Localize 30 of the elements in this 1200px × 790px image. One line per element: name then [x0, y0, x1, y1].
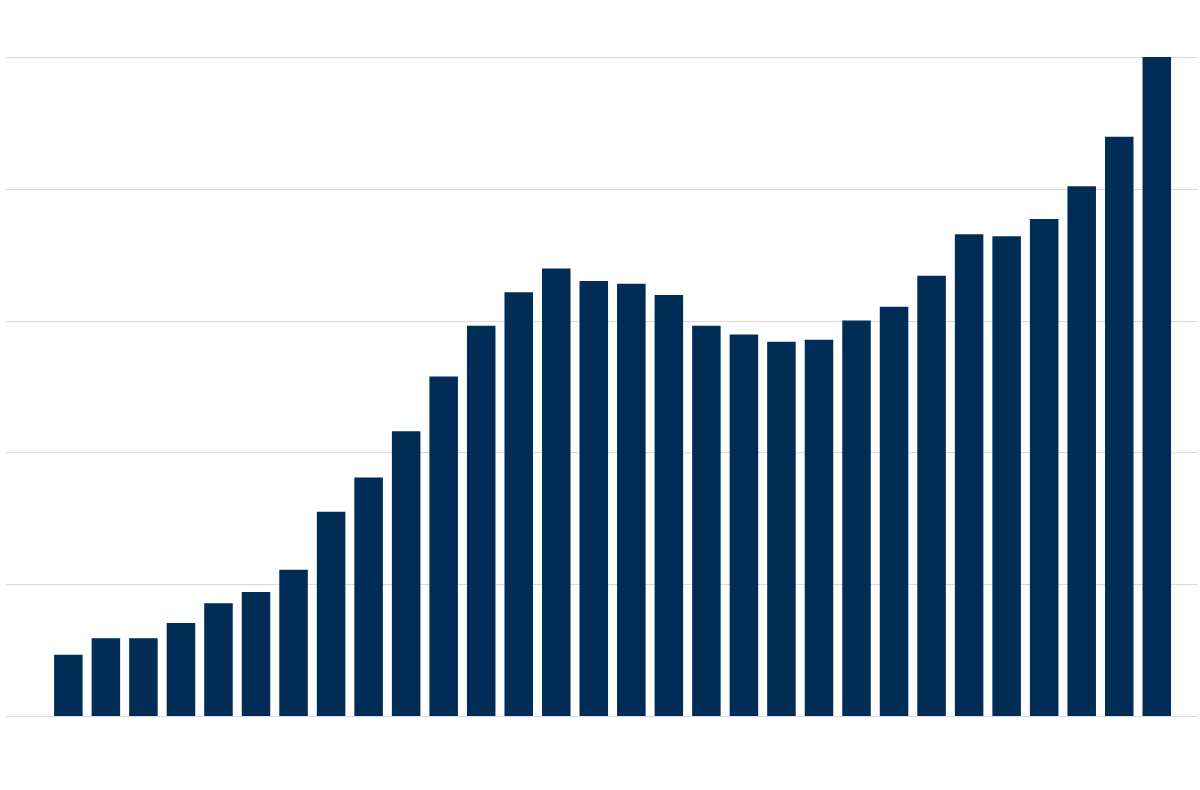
bar	[654, 294, 684, 716]
bar	[129, 638, 158, 716]
bar	[804, 339, 834, 716]
bar	[954, 234, 984, 716]
bar	[992, 236, 1021, 716]
bar	[579, 281, 609, 716]
bar	[279, 569, 308, 716]
bar	[1029, 219, 1059, 716]
bar	[617, 283, 646, 716]
bar	[466, 325, 496, 716]
bar	[542, 268, 571, 716]
bar	[879, 306, 909, 716]
bar	[54, 654, 83, 716]
bar	[91, 638, 121, 716]
bar	[729, 334, 759, 716]
bar	[429, 376, 458, 716]
bar	[692, 325, 721, 716]
bar	[354, 477, 383, 716]
bar	[842, 320, 871, 716]
bar	[166, 623, 196, 716]
bar	[391, 431, 421, 716]
bar	[316, 511, 346, 716]
bar	[1142, 57, 1172, 716]
bar	[1067, 186, 1096, 716]
bar	[1104, 136, 1134, 716]
bar	[767, 341, 796, 716]
bar	[241, 592, 271, 716]
bar	[204, 603, 233, 716]
bar	[504, 292, 533, 716]
bar	[917, 275, 946, 716]
